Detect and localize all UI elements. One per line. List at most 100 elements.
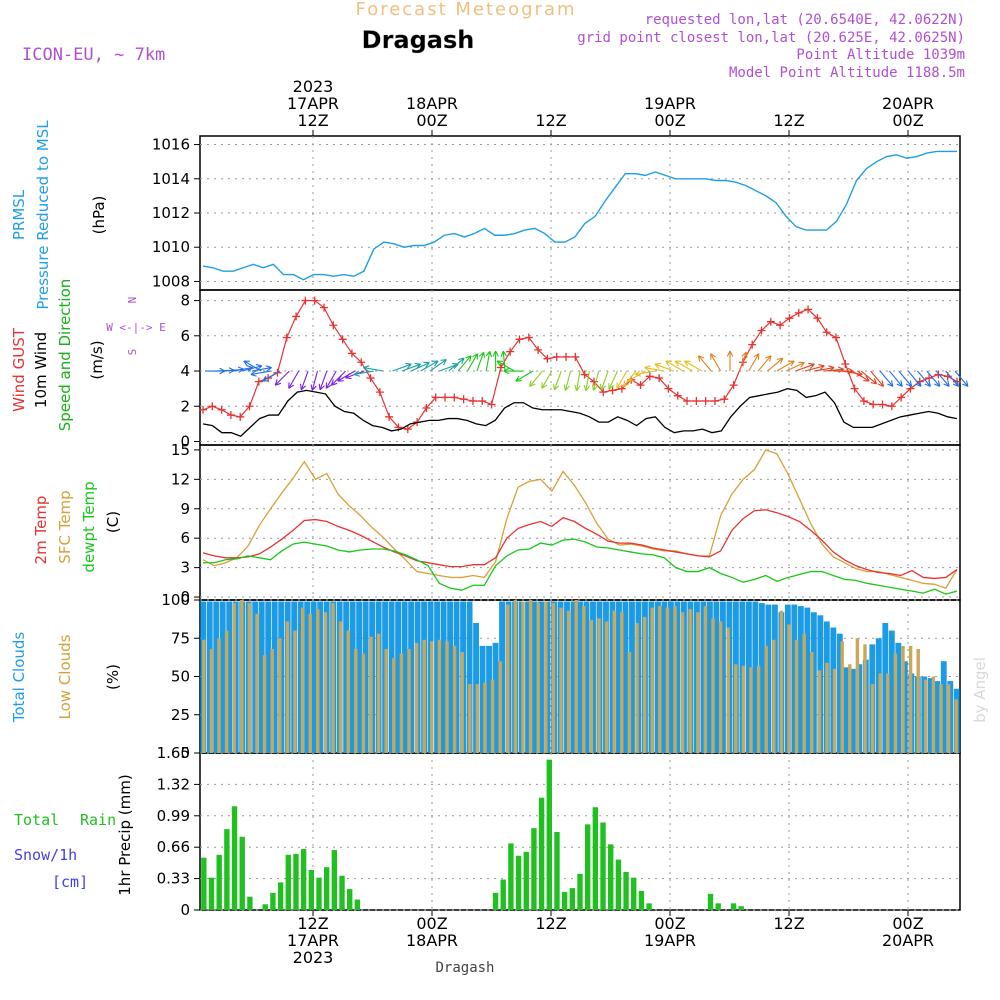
wind-arrow-head — [808, 362, 815, 369]
gust-marker — [562, 352, 571, 361]
total-cloud-bar — [265, 601, 272, 753]
cloud-labels: Total Clouds Low Clouds (%) — [10, 632, 122, 724]
wind-arrow — [786, 362, 805, 372]
low-cloud-bar — [445, 641, 449, 753]
bottom-time-label: 12Z — [773, 914, 804, 933]
wind-arrow-head — [905, 380, 913, 387]
gust-marker — [208, 402, 217, 411]
wind-arrow-head — [345, 373, 352, 380]
low-cloud-bar — [361, 653, 366, 753]
wind-arrow — [776, 360, 795, 372]
low-cloud-bar — [475, 684, 480, 753]
wind-arrow — [363, 367, 384, 372]
wind-arrow-head — [654, 362, 661, 369]
low-cloud-bar — [407, 648, 411, 753]
wind-arrow — [926, 370, 941, 387]
y-tick-label: 25 — [171, 706, 190, 724]
total-cloud-bar — [408, 601, 415, 753]
gust-marker — [683, 396, 692, 405]
low-cloud-bar — [551, 603, 556, 753]
y-tick-label: 3 — [180, 559, 190, 577]
top-time-label: 00Z — [654, 111, 685, 130]
gust-marker — [320, 303, 329, 312]
chart-title: Forecast Meteogram — [355, 0, 576, 20]
top-time-label: 00Z — [416, 111, 447, 130]
low-cloud-bar — [612, 610, 616, 753]
gust-marker — [329, 321, 338, 330]
wind-arrow — [243, 360, 262, 372]
total-cloud-bar — [888, 630, 895, 753]
wind-arrow — [553, 370, 562, 391]
gust-marker — [701, 396, 710, 405]
wind-arrow — [564, 370, 572, 391]
wind-arrow — [748, 353, 760, 372]
wind-arrow-head — [330, 379, 338, 386]
low-cloud-bar — [521, 601, 525, 753]
gust-marker — [729, 381, 738, 390]
temp2m-label: 2m Temp — [32, 496, 50, 565]
wind-arrow — [851, 370, 870, 382]
sfc-temp-line — [202, 449, 958, 590]
gust-marker — [292, 312, 301, 321]
low-cloud-bar — [437, 639, 442, 753]
gust-marker — [804, 305, 813, 314]
wind-arrow — [635, 370, 656, 376]
total-cloud-bar — [901, 661, 908, 753]
total-cloud-bar — [843, 667, 850, 753]
rain-bar — [608, 844, 614, 910]
wind-arrow — [738, 352, 747, 372]
wind-arrow-head — [423, 361, 430, 368]
y-tick-label: 50 — [171, 668, 190, 686]
pressure-labels: PRMSL Pressure Reduced to MSL (hPa) — [10, 120, 108, 310]
wind-arrow — [823, 368, 844, 372]
wind-speed-dir-label: Speed and Direction — [56, 279, 74, 432]
wind-arrow-head — [515, 375, 522, 382]
total-cloud-bar — [466, 601, 473, 753]
gust-marker — [543, 354, 552, 363]
gust-marker — [347, 349, 356, 358]
low-cloud-bar — [718, 621, 723, 753]
low-cloud-bar — [255, 613, 259, 753]
temp-labels: 2m Temp SFC Temp dewpt Temp (C) — [32, 481, 122, 572]
low-cloud-bar — [840, 641, 844, 753]
gust-marker — [748, 340, 757, 349]
wind-arrow — [814, 367, 835, 372]
wind-arrow-head — [563, 384, 570, 391]
gust-marker — [217, 405, 226, 414]
wind-arrow-head — [325, 382, 332, 389]
gust-marker — [692, 396, 701, 405]
low-cloud-bar — [802, 633, 806, 753]
gust-marker — [766, 317, 775, 326]
wind-arrow — [392, 363, 412, 372]
wind-arrow-head — [952, 380, 960, 387]
gust-marker — [859, 396, 868, 405]
total-cloud-bar — [356, 601, 363, 753]
cloud-unit: (%) — [104, 664, 122, 690]
total-cloud-bar — [252, 601, 259, 753]
bottom-time-label: 20APR — [882, 931, 934, 950]
rain-bar — [285, 854, 291, 910]
total-cloud-bar — [804, 607, 811, 753]
wind-arrow — [674, 360, 693, 372]
low-cloud-bar — [224, 630, 229, 753]
gust-label: Wind GUST — [10, 327, 28, 412]
wind-arrow-head — [896, 380, 903, 387]
low-cloud-bar — [559, 607, 563, 753]
wind-arrow-head — [741, 351, 748, 359]
low-cloud-bar — [323, 612, 328, 753]
precip-labels: Total Rain Snow/1h [cm] 1hr Precip (mm) — [14, 774, 134, 895]
wind-arrow-head — [503, 367, 510, 375]
y-tick-label: 1.65 — [157, 744, 190, 762]
gust-marker — [459, 395, 468, 404]
total-cloud-bar — [849, 668, 856, 753]
top-time-label: 17APR — [287, 94, 339, 113]
y-tick-label: 1.32 — [157, 775, 190, 793]
wind-arrow — [411, 362, 430, 372]
gust-marker — [785, 314, 794, 323]
wind-arrow — [262, 370, 281, 382]
y-tick-label: 100 — [161, 591, 190, 609]
low-cloud-bar — [764, 645, 768, 753]
wind-arrow-head — [529, 380, 536, 387]
y-tick-label: 4 — [180, 362, 190, 380]
total-cloud-bar — [661, 601, 668, 753]
